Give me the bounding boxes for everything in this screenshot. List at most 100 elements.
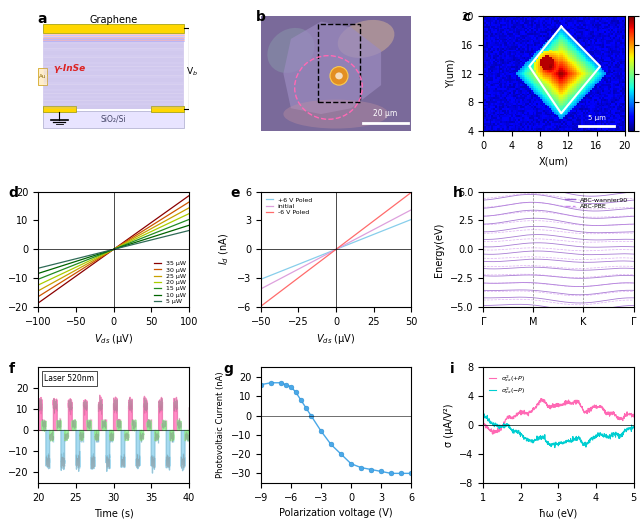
X-axis label: X(um): X(um) <box>539 156 569 166</box>
30 μW <box>44 288 51 294</box>
Text: b: b <box>257 10 266 24</box>
$\sigma^2_{xx}(-P)$ <box>630 424 637 430</box>
FancyBboxPatch shape <box>43 106 76 112</box>
$\sigma^2_{xx}(-P)$ <box>481 411 488 417</box>
+6 V Poled <box>285 265 292 271</box>
30 μW <box>63 276 70 282</box>
Ellipse shape <box>335 72 343 79</box>
35 μW <box>177 198 185 204</box>
+6 V Poled <box>257 276 265 282</box>
X-axis label: $V_{ds}$ (μV): $V_{ds}$ (μV) <box>316 332 356 346</box>
20 μW <box>44 278 51 284</box>
Legend: +6 V Poled, initial, -6 V Poled: +6 V Poled, initial, -6 V Poled <box>264 195 314 218</box>
Text: Graphene: Graphene <box>90 15 138 25</box>
35 μW <box>172 202 180 208</box>
35 μW <box>185 193 193 199</box>
$\sigma^2_{xx}(-P)$ <box>506 425 514 431</box>
25 μW <box>44 282 51 289</box>
Line: +6 V Poled: +6 V Poled <box>261 219 411 279</box>
Text: c: c <box>462 10 470 24</box>
$\sigma^2_{xx}(+P)$ <box>630 414 637 420</box>
Text: V$_b$: V$_b$ <box>186 65 198 78</box>
35 μW <box>75 271 83 278</box>
15 μW <box>40 274 48 280</box>
FancyBboxPatch shape <box>261 16 411 131</box>
initial <box>285 271 292 277</box>
$\sigma^2_{xx}(-P)$ <box>580 441 588 447</box>
Ellipse shape <box>338 20 394 58</box>
Y-axis label: Energy(eV): Energy(eV) <box>435 222 444 277</box>
Text: γ-InSe: γ-InSe <box>53 64 86 74</box>
15 μW <box>185 216 193 223</box>
+6 V Poled <box>407 216 415 223</box>
Text: SiO₂/Si: SiO₂/Si <box>100 115 126 124</box>
5 μW <box>172 230 180 237</box>
Text: i: i <box>450 362 455 375</box>
20 μW <box>63 269 70 275</box>
20 μW <box>35 282 42 288</box>
Y-axis label: $I_d$ (nA): $I_d$ (nA) <box>218 233 231 266</box>
Line: 15 μW: 15 μW <box>38 219 189 279</box>
-6 V Poled <box>297 273 305 279</box>
5 μW <box>35 265 42 271</box>
Y-axis label: Y(um): Y(um) <box>445 59 456 88</box>
Text: g: g <box>223 362 233 375</box>
Y-axis label: Photovoltaic Current (nA): Photovoltaic Current (nA) <box>216 372 225 478</box>
30 μW <box>177 204 185 210</box>
20 μW <box>177 214 185 220</box>
Line: 20 μW: 20 μW <box>38 214 189 285</box>
Text: Au: Au <box>39 74 47 79</box>
+6 V Poled <box>297 260 305 267</box>
X-axis label: Polarization voltage (V): Polarization voltage (V) <box>279 508 393 518</box>
Legend: 35 μW, 30 μW, 25 μW, 20 μW, 15 μW, 10 μW, 5 μW: 35 μW, 30 μW, 25 μW, 20 μW, 15 μW, 10 μW… <box>154 261 186 304</box>
$\sigma^2_{xx}(-P)$ <box>479 413 487 419</box>
5 μW <box>44 262 51 269</box>
initial <box>263 282 271 289</box>
10 μW <box>185 222 193 228</box>
Line: -6 V Poled: -6 V Poled <box>261 193 411 306</box>
-6 V Poled <box>266 296 274 302</box>
initial <box>407 207 415 213</box>
Text: h: h <box>453 186 463 200</box>
Line: $\sigma^2_{xx}(+P)$: $\sigma^2_{xx}(+P)$ <box>483 398 634 434</box>
25 μW <box>40 284 48 290</box>
-6 V Poled <box>257 303 265 309</box>
30 μW <box>75 268 83 275</box>
Ellipse shape <box>330 67 348 85</box>
Y-axis label: $I_d$ (nA): $I_d$ (nA) <box>0 409 3 442</box>
Line: initial: initial <box>261 210 411 289</box>
Text: e: e <box>231 186 240 200</box>
Line: $\sigma^2_{xx}(-P)$: $\sigma^2_{xx}(-P)$ <box>483 414 634 448</box>
X-axis label: ħω (eV): ħω (eV) <box>540 508 577 518</box>
35 μW <box>44 293 51 300</box>
25 μW <box>75 266 83 272</box>
FancyBboxPatch shape <box>38 68 47 85</box>
X-axis label: Time (s): Time (s) <box>93 508 133 518</box>
+6 V Poled <box>394 222 402 228</box>
initial <box>400 211 408 217</box>
25 μW <box>172 212 180 218</box>
20 μW <box>40 279 48 285</box>
Line: 25 μW: 25 μW <box>38 208 189 291</box>
FancyBboxPatch shape <box>43 38 184 109</box>
initial <box>394 214 402 220</box>
FancyBboxPatch shape <box>151 106 184 112</box>
-6 V Poled <box>285 282 292 288</box>
10 μW <box>63 261 70 268</box>
5 μW <box>40 264 48 270</box>
5 μW <box>75 255 83 261</box>
$\sigma^2_{xx}(+P)$ <box>568 399 576 405</box>
30 μW <box>172 207 180 214</box>
Text: a: a <box>38 12 47 26</box>
-6 V Poled <box>407 190 415 196</box>
20 μW <box>172 217 180 223</box>
Legend: $\sigma^2_{xx}(+P)$, $\sigma^2_{xx}(-P)$: $\sigma^2_{xx}(+P)$, $\sigma^2_{xx}(-P)$ <box>486 371 529 398</box>
Text: 5 μm: 5 μm <box>588 115 605 121</box>
$\sigma^2_{xx}(-P)$ <box>568 438 576 445</box>
X-axis label: $V_{ds}$ (μV): $V_{ds}$ (μV) <box>94 332 133 346</box>
Text: d: d <box>8 186 18 200</box>
$\sigma^2_{xx}(-P)$ <box>551 445 559 451</box>
-6 V Poled <box>394 199 402 205</box>
15 μW <box>177 219 185 226</box>
5 μW <box>185 227 193 234</box>
